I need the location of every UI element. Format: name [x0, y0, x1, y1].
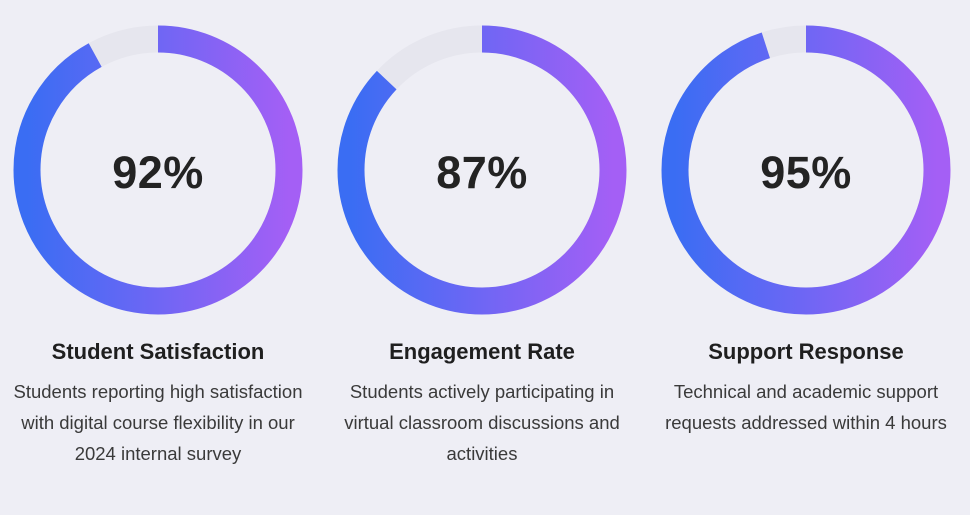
donut-value-arc	[13, 25, 303, 315]
donut-chart-student-satisfaction	[13, 25, 303, 315]
stat-title: Engagement Rate	[389, 339, 575, 364]
donut-value-arc	[337, 25, 627, 315]
stat-card-student-satisfaction: 92% Student Satisfaction Students report…	[0, 0, 320, 515]
stat-card-support-response: 95% Support Response Technical and acade…	[648, 0, 968, 515]
stat-description: Students reporting high satisfaction wit…	[13, 381, 303, 464]
stat-card-engagement-rate: 87% Engagement Rate Students actively pa…	[324, 0, 644, 515]
donut-chart-engagement-rate	[337, 25, 627, 315]
stat-value: 87%	[436, 147, 528, 198]
stat-value: 95%	[760, 147, 852, 198]
stat-title: Student Satisfaction	[51, 339, 265, 364]
donut-value-arc	[661, 25, 951, 315]
stat-description: Technical and academic support requests …	[665, 381, 947, 433]
stat-value: 92%	[112, 147, 204, 198]
donut-chart-support-response	[661, 25, 951, 315]
stat-description: Students actively participating in virtu…	[344, 381, 620, 464]
stat-title: Support Response	[708, 339, 904, 364]
